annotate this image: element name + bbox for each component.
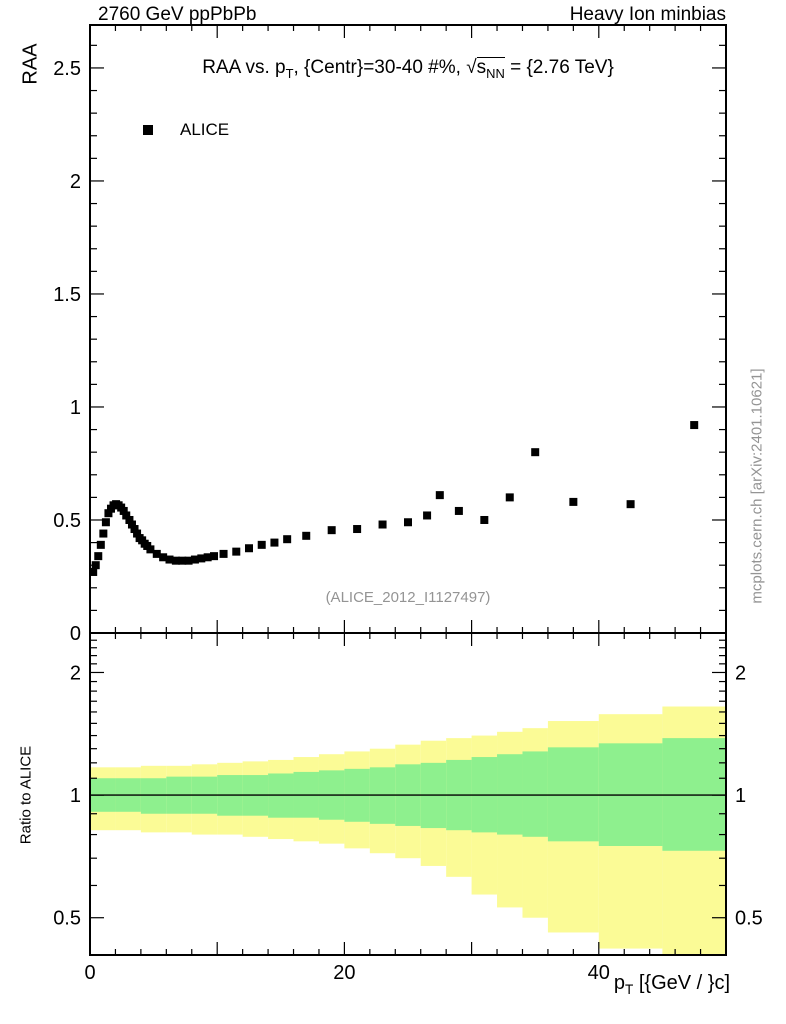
x-axis-title-sub: T [624,982,634,997]
top-y-axis-title: RAA [19,43,42,85]
title-text-1: RAA vs. p [202,57,286,78]
plot-title: RAA vs. pT, {Centr}=30-40 #%, √sNN = {2.… [90,57,726,81]
svg-text:1: 1 [70,397,81,419]
legend-label: ALICE [180,120,230,139]
svg-text:0: 0 [70,623,81,645]
svg-text:2.5: 2.5 [53,58,81,80]
svg-text:40: 40 [588,962,610,984]
sqrt-sign: √ [466,57,477,78]
svg-text:1: 1 [735,785,746,807]
watermark-analysis-id: (ALICE_2012_I1127497) [325,589,491,606]
header-analysis-type: Heavy Ion minbias [569,4,726,25]
svg-text:0.5: 0.5 [53,510,81,532]
svg-text:2: 2 [735,662,746,684]
legend-item-alice: ALICE [143,120,229,140]
x-axis-title-units: [{GeV / }c] [633,972,730,994]
svg-text:0: 0 [84,962,95,984]
title-text-3: s [476,57,487,78]
svg-text:0.5: 0.5 [53,908,81,930]
title-sub-snn: NN [486,65,505,81]
alice-square-marker-icon [143,125,153,135]
title-sub-pt: T [285,65,294,81]
svg-text:2: 2 [70,662,81,684]
svg-text:1.5: 1.5 [53,284,81,306]
svg-text:2: 2 [70,171,81,193]
sqrt-argument: sNN [476,57,505,81]
svg-text:1: 1 [70,785,81,807]
bottom-y-axis-title: Ratio to ALICE [17,745,35,845]
x-axis-title: pT [{GeV / }c] [90,972,730,997]
mcplots-attribution: mcplots.cern.ch [arXiv:2401.10621] [748,368,766,604]
header-beam-info: 2760 GeV ppPbPb [98,4,257,25]
x-axis-title-p: p [613,972,625,994]
svg-text:20: 20 [333,962,355,984]
svg-text:0.5: 0.5 [735,908,763,930]
title-text-2: , {Centr}=30-40 #%, [293,57,467,78]
title-text-4: = {2.76 TeV} [504,57,614,78]
